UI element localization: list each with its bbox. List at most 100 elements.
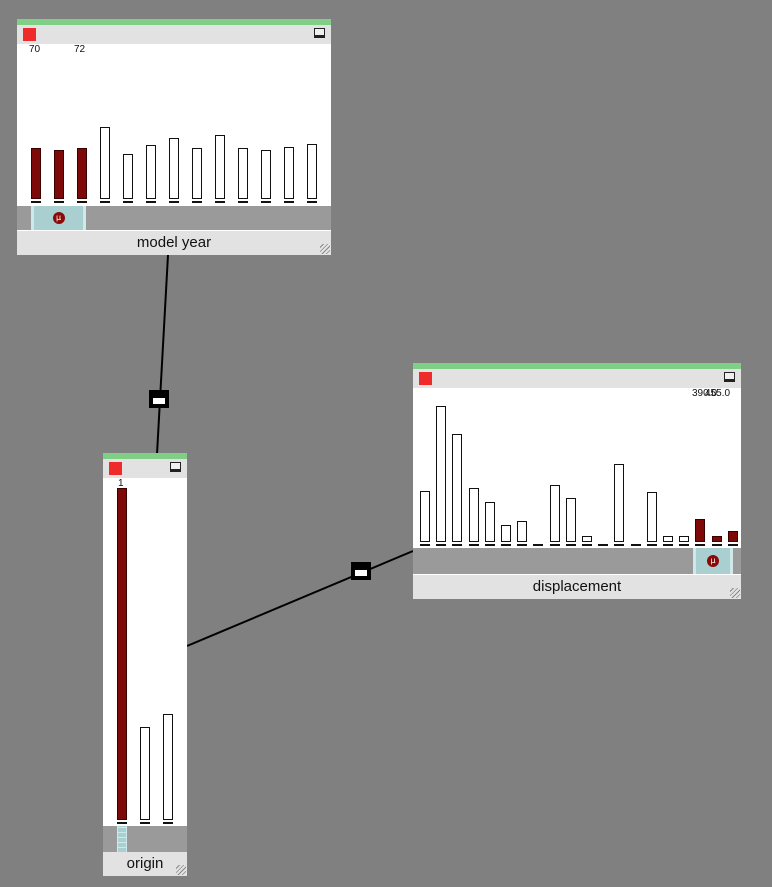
link-modelyear-origin [156, 254, 169, 455]
bar-baseline [261, 201, 271, 203]
bar-baseline [565, 544, 576, 546]
tick-label: 70 [29, 44, 41, 55]
histogram-bar[interactable] [123, 153, 133, 199]
histogram-bar[interactable] [614, 463, 625, 542]
resize-grip-icon[interactable] [730, 588, 740, 598]
bar-baseline [517, 544, 528, 546]
bar-baseline [436, 544, 447, 546]
bar-baseline [630, 544, 641, 546]
bar-baseline [117, 822, 127, 824]
histogram-bar[interactable] [146, 144, 156, 199]
histogram-bar[interactable] [215, 135, 225, 199]
link-origin-displacement [186, 550, 414, 647]
bar-baseline [169, 201, 179, 203]
close-square-icon[interactable] [419, 372, 432, 385]
histogram-origin[interactable]: 1 [103, 478, 187, 826]
bar-baseline [695, 544, 706, 546]
brush-handle[interactable]: µ [31, 206, 86, 230]
histogram-bar[interactable] [468, 488, 479, 542]
tick-label: 455.0 [705, 388, 731, 399]
histogram-bar[interactable] [284, 147, 294, 199]
histogram-bar[interactable] [452, 434, 463, 542]
histogram-bar[interactable] [484, 502, 495, 542]
close-square-icon[interactable] [109, 462, 122, 475]
close-square-icon[interactable] [23, 28, 36, 41]
panel-label: displacement [413, 575, 741, 599]
bar-baseline [140, 822, 150, 824]
mu-icon[interactable]: µ [52, 212, 65, 224]
histogram-bar[interactable] [436, 405, 447, 542]
bar-baseline [727, 544, 738, 546]
histogram-bar[interactable] [420, 490, 430, 542]
bar-baseline [452, 544, 463, 546]
histogram-bar[interactable] [77, 148, 87, 199]
connector-half-fill [153, 398, 165, 404]
histogram-bar[interactable] [307, 144, 317, 199]
histogram-bar[interactable] [163, 713, 173, 820]
panel-titlebar[interactable] [103, 459, 187, 478]
panel-origin[interactable]: 1 origin [103, 453, 187, 876]
histogram-bar[interactable] [100, 126, 110, 199]
brush-track[interactable] [103, 826, 187, 852]
bar-baseline [163, 822, 173, 824]
tick-label: 72 [74, 44, 86, 55]
tick-label: 1 [118, 478, 124, 489]
panel-accent-bar [17, 19, 331, 25]
histogram-model-year[interactable]: 70 72 [17, 44, 331, 206]
histogram-bar[interactable] [117, 488, 127, 820]
brush-handle[interactable] [117, 826, 127, 852]
bar-baseline [663, 544, 673, 546]
histogram-bar[interactable] [679, 536, 690, 542]
panel-titlebar[interactable] [17, 25, 331, 44]
tick-label: 390.0 [692, 388, 718, 399]
maximize-window-icon[interactable] [314, 28, 325, 38]
histogram-bar[interactable] [582, 536, 592, 542]
bar-baseline [215, 201, 225, 203]
connector-half-fill [355, 570, 367, 576]
panel-displacement[interactable]: 390.0 455.0 µ displacement [413, 363, 741, 599]
bar-baseline [549, 544, 560, 546]
histogram-bar[interactable] [565, 497, 576, 542]
panel-model-year[interactable]: 70 72 µ model year [17, 19, 331, 255]
brush-handle[interactable]: µ [693, 548, 733, 574]
maximize-window-icon[interactable] [724, 372, 735, 382]
bar-baseline [420, 544, 430, 546]
maximize-window-icon[interactable] [170, 462, 181, 472]
histogram-bar[interactable] [140, 727, 150, 820]
panel-titlebar[interactable] [413, 369, 741, 388]
link-connector-origin-displacement[interactable] [351, 562, 371, 580]
bar-baseline [100, 201, 110, 203]
resize-grip-icon[interactable] [320, 244, 330, 254]
histogram-bar[interactable] [261, 149, 271, 199]
histogram-bar[interactable] [501, 524, 511, 542]
bar-baseline [284, 201, 294, 203]
resize-grip-icon[interactable] [176, 865, 186, 875]
histogram-bar[interactable] [549, 485, 560, 542]
histogram-bar[interactable] [646, 492, 657, 542]
brush-track[interactable]: µ [413, 548, 741, 574]
histogram-displacement[interactable]: 390.0 455.0 [413, 388, 741, 548]
histogram-bar[interactable] [663, 536, 673, 542]
bar-baseline [238, 201, 248, 203]
bar-baseline [484, 544, 495, 546]
histogram-bar[interactable] [517, 520, 528, 542]
histogram-bar[interactable] [54, 149, 64, 199]
bar-baseline [679, 544, 690, 546]
bar-baseline [646, 544, 657, 546]
panel-label: model year [17, 231, 331, 255]
histogram-bar[interactable] [711, 536, 722, 542]
bar-baseline [711, 544, 722, 546]
bar-baseline [582, 544, 592, 546]
brush-track[interactable]: µ [17, 206, 331, 230]
histogram-bar[interactable] [169, 137, 179, 199]
histogram-bar[interactable] [727, 530, 738, 542]
histogram-bar[interactable] [31, 148, 41, 199]
link-connector-modelyear-origin[interactable] [149, 390, 169, 408]
panel-accent-bar [413, 363, 741, 369]
bar-baseline [192, 201, 202, 203]
bar-baseline [31, 201, 41, 203]
mu-icon[interactable]: µ [707, 555, 719, 567]
histogram-bar[interactable] [192, 148, 202, 199]
histogram-bar[interactable] [238, 148, 248, 199]
histogram-bar[interactable] [695, 519, 706, 542]
